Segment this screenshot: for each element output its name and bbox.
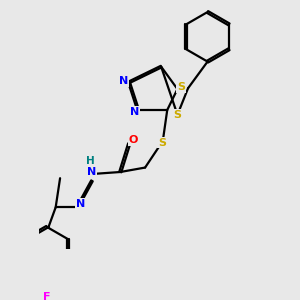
Text: N: N xyxy=(119,76,128,86)
Text: H: H xyxy=(86,156,94,167)
Text: F: F xyxy=(43,292,50,300)
Text: N: N xyxy=(130,107,139,117)
Text: S: S xyxy=(158,138,166,148)
Text: N: N xyxy=(87,167,97,177)
Text: S: S xyxy=(177,82,185,92)
Text: N: N xyxy=(76,199,85,209)
Text: O: O xyxy=(129,135,138,145)
Text: S: S xyxy=(173,110,181,120)
